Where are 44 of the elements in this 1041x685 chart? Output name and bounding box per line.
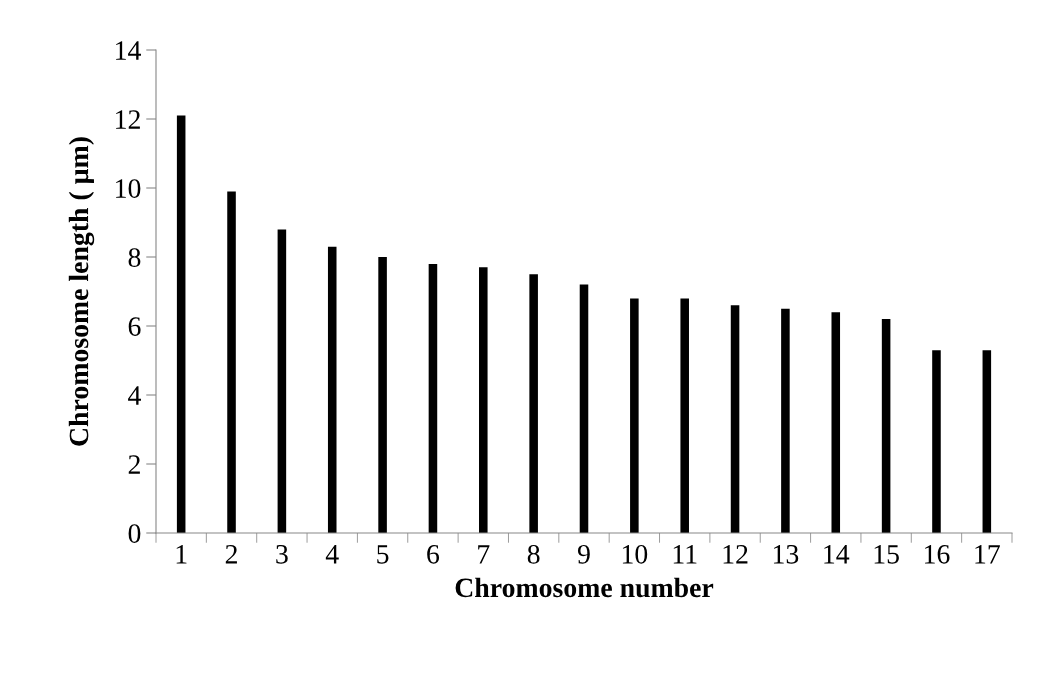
bar: [730, 305, 740, 533]
x-tick-label: 5: [377, 545, 389, 564]
x-tick-label: 9: [577, 544, 590, 564]
x-tick-label: 1: [176, 545, 187, 564]
bar: [881, 319, 891, 533]
x-tick-label: 13: [773, 544, 799, 564]
x-tick-label: 10: [622, 544, 648, 564]
x-tick-label: 12: [723, 544, 748, 564]
bar: [932, 350, 941, 533]
x-tick-label: 11: [673, 545, 697, 564]
x-tick-label: 8: [527, 544, 540, 564]
bar: [781, 308, 790, 533]
bar: [529, 274, 538, 533]
bar: [680, 298, 689, 533]
bar: [630, 298, 639, 533]
y-tick-label: 10: [116, 179, 141, 198]
y-tick-label: 14: [116, 41, 141, 60]
y-tick-label: 0: [128, 524, 141, 543]
x-axis-title: Chromosome number: [455, 577, 714, 598]
x-tick-label: 4: [325, 545, 339, 564]
y-tick-label: 6: [128, 317, 141, 336]
bar: [479, 267, 488, 533]
x-tick-label: 17: [975, 545, 1000, 564]
y-tick-label: 2: [128, 455, 140, 474]
bar: [378, 257, 387, 533]
bar: [327, 246, 337, 533]
bar: [277, 229, 287, 533]
x-tick-label: 3: [276, 544, 288, 564]
x-tick-label: 6: [427, 544, 440, 564]
x-tick-label: 2: [225, 544, 237, 564]
bar: [227, 191, 236, 533]
bar: [579, 284, 589, 533]
y-tick-label: 4: [128, 386, 141, 405]
y-tick-label: 8: [128, 248, 141, 267]
x-tick-label: 7: [478, 545, 490, 564]
x-tick-label: 15: [874, 545, 899, 564]
x-tick-label: 14: [824, 545, 850, 564]
y-axis-title: Chromosome length ( µm): [68, 137, 95, 446]
x-tick-label: 16: [925, 544, 950, 564]
bar: [831, 312, 841, 533]
bar: [982, 350, 992, 533]
bar: [176, 115, 186, 533]
bar: [428, 263, 438, 533]
y-tick-label: 12: [116, 110, 140, 129]
